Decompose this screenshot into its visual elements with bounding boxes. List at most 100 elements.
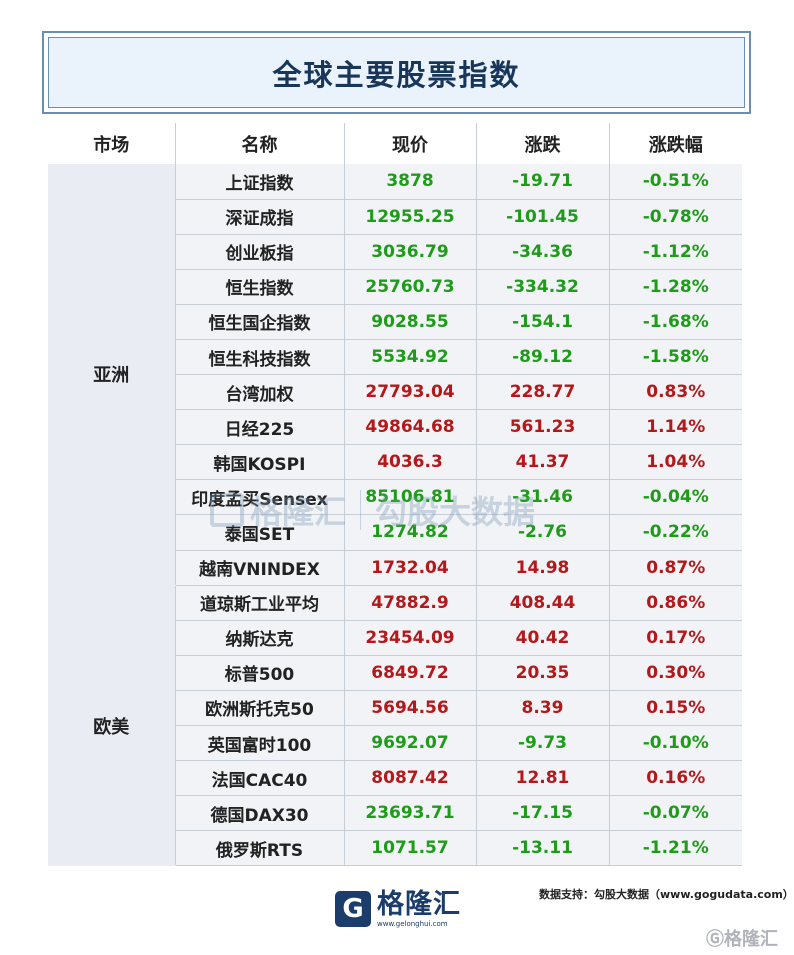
index-change: -101.45 (475, 199, 609, 235)
index-change-pct: -1.21% (608, 830, 742, 867)
title-box: 全球主要股票指数 (48, 37, 745, 108)
index-change: 408.44 (475, 585, 609, 621)
index-change: -9.73 (475, 725, 609, 762)
index-change: 14.98 (475, 550, 609, 586)
index-price: 1071.57 (343, 830, 476, 867)
index-change-pct: 0.83% (608, 374, 742, 411)
index-price: 5534.92 (343, 339, 476, 376)
table-row: 标普500 6849.72 20.35 0.30% (48, 655, 742, 691)
index-price: 23693.71 (343, 795, 476, 832)
index-name: 上证指数 (174, 164, 344, 200)
region-label: 亚洲 (48, 164, 175, 586)
index-price: 23454.09 (343, 620, 476, 656)
index-price: 25760.73 (343, 269, 476, 305)
index-price: 9028.55 (343, 304, 476, 340)
index-price: 5694.56 (343, 690, 476, 727)
index-price: 3036.79 (343, 234, 476, 270)
index-name: 标普500 (174, 655, 344, 691)
table-body: 亚洲 上证指数 3878 -19.71 -0.51% 深证成指 12955.25 -101.4… (48, 164, 742, 867)
index-change: 8.39 (475, 690, 609, 727)
index-change: -13.11 (475, 830, 609, 867)
index-change-pct: -0.51% (608, 164, 742, 200)
index-change-pct: -0.22% (608, 514, 742, 551)
index-price: 1732.04 (343, 550, 476, 586)
table-row: 深证成指 12955.25 -101.45 -0.78% (48, 199, 742, 235)
index-price: 47882.9 (343, 585, 476, 621)
table-row: 台湾加权 27793.04 228.77 0.83% (48, 374, 742, 411)
index-price: 9692.07 (343, 725, 476, 762)
index-price: 1274.82 (343, 514, 476, 551)
index-price: 8087.42 (343, 760, 476, 797)
index-name: 印度孟买Sensex (174, 479, 344, 516)
index-price: 6849.72 (343, 655, 476, 691)
index-name: 恒生国企指数 (174, 304, 344, 340)
region-label: 欧美 (48, 585, 175, 867)
data-source-note: 数据支持：勾股大数据（www.gogudata.com） (539, 888, 794, 901)
gelonghui-logo-icon: G (335, 891, 371, 927)
index-change-pct: 0.15% (608, 690, 742, 727)
index-change: 12.81 (475, 760, 609, 797)
index-name: 越南VNINDEX (174, 550, 344, 586)
index-change-pct: -1.58% (608, 339, 742, 376)
index-name: 台湾加权 (174, 374, 344, 411)
table-row: 印度孟买Sensex 85106.81 -31.46 -0.04% (48, 479, 742, 516)
index-change-pct: 0.86% (608, 585, 742, 621)
index-price: 49864.68 (343, 409, 476, 446)
index-change-pct: -0.07% (608, 795, 742, 832)
index-change-pct: -1.12% (608, 234, 742, 270)
header-price: 现价 (343, 123, 476, 164)
table-row: 德国DAX30 23693.71 -17.15 -0.07% (48, 795, 742, 832)
header-change: 涨跌 (475, 123, 609, 164)
index-price: 4036.3 (343, 444, 476, 481)
index-price: 12955.25 (343, 199, 476, 235)
index-change: -19.71 (475, 164, 609, 200)
table-row: 俄罗斯RTS 1071.57 -13.11 -1.21% (48, 830, 742, 867)
table-row: 欧美 道琼斯工业平均 47882.9 408.44 0.86% (48, 585, 742, 867)
index-name: 日经225 (174, 409, 344, 446)
index-change: 561.23 (475, 409, 609, 446)
table-header-row: 市场 名称 现价 涨跌 涨跌幅 (48, 123, 742, 164)
table-row: 创业板指 3036.79 -34.36 -1.12% (48, 234, 742, 270)
index-change-pct: 0.16% (608, 760, 742, 797)
table-row: 法国CAC40 8087.42 12.81 0.16% (48, 760, 742, 797)
index-name: 韩国KOSPI (174, 444, 344, 481)
index-change: -89.12 (475, 339, 609, 376)
index-change: -17.15 (475, 795, 609, 832)
index-change-pct: 1.04% (608, 444, 742, 481)
logo-text: 格隆汇 (377, 888, 461, 920)
index-name: 俄罗斯RTS (174, 830, 344, 867)
index-change: 228.77 (475, 374, 609, 411)
index-change: 41.37 (475, 444, 609, 481)
index-name: 深证成指 (174, 199, 344, 235)
table-row: 韩国KOSPI 4036.3 41.37 1.04% (48, 444, 742, 481)
index-change-pct: -1.28% (608, 269, 742, 305)
index-name: 法国CAC40 (174, 760, 344, 797)
table-row: 英国富时100 9692.07 -9.73 -0.10% (48, 725, 742, 762)
index-change-pct: -0.78% (608, 199, 742, 235)
page-title: 全球主要股票指数 (272, 57, 521, 92)
index-change: -334.32 (475, 269, 609, 305)
index-change: 40.42 (475, 620, 609, 656)
index-name: 英国富时100 (174, 725, 344, 762)
index-change: -154.1 (475, 304, 609, 340)
index-table: 市场 名称 现价 涨跌 涨跌幅 亚洲 上证指数 3878 -19.71 -0.51% 深证… (48, 123, 742, 867)
index-name: 创业板指 (174, 234, 344, 270)
index-name: 泰国SET (174, 514, 344, 551)
table-row: 恒生科技指数 5534.92 -89.12 -1.58% (48, 339, 742, 376)
header-name: 名称 (174, 123, 344, 164)
index-name: 德国DAX30 (174, 795, 344, 832)
table-row: 越南VNINDEX 1732.04 14.98 0.87% (48, 550, 742, 586)
table-row: 日经225 49864.68 561.23 1.14% (48, 409, 742, 446)
index-name: 恒生科技指数 (174, 339, 344, 376)
index-change-pct: 1.14% (608, 409, 742, 446)
table-row: 亚洲 上证指数 3878 -19.71 -0.51% (48, 164, 742, 586)
index-change: -31.46 (475, 479, 609, 516)
index-change-pct: 0.30% (608, 655, 742, 691)
index-change: -34.36 (475, 234, 609, 270)
index-change-pct: 0.17% (608, 620, 742, 656)
table-row: 泰国SET 1274.82 -2.76 -0.22% (48, 514, 742, 551)
index-price: 3878 (343, 164, 476, 200)
index-name: 道琼斯工业平均 (174, 585, 344, 621)
index-change: 20.35 (475, 655, 609, 691)
corner-watermark: Ⓖ格隆汇 (706, 929, 778, 950)
